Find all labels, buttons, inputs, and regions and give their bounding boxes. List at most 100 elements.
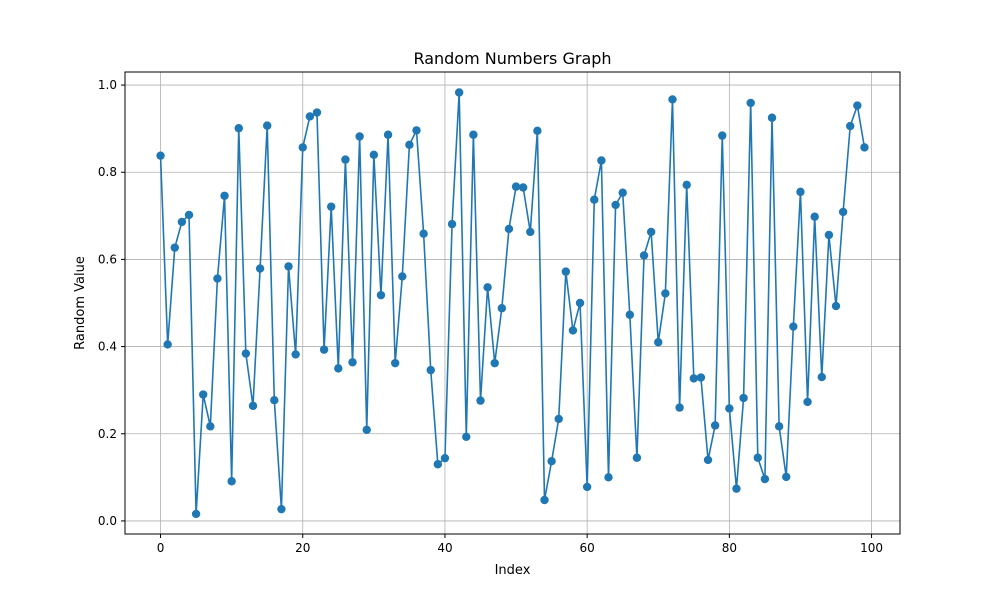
data-point bbox=[405, 140, 414, 149]
data-point bbox=[782, 472, 791, 482]
data-point bbox=[220, 191, 229, 200]
data-point bbox=[590, 195, 599, 204]
y-tick-label: 0.4 bbox=[98, 340, 117, 354]
data-point bbox=[518, 183, 528, 192]
data-point bbox=[668, 95, 677, 104]
data-point bbox=[248, 401, 258, 411]
x-tick-label: 80 bbox=[722, 541, 737, 555]
data-point bbox=[568, 326, 578, 335]
x-tick-label: 20 bbox=[295, 541, 310, 555]
data-point bbox=[746, 98, 755, 108]
data-point bbox=[654, 338, 663, 347]
data-point bbox=[661, 289, 670, 298]
data-point bbox=[319, 345, 329, 354]
data-point bbox=[689, 374, 699, 383]
data-point bbox=[412, 126, 421, 135]
y-axis-label: Random Value bbox=[73, 256, 88, 350]
data-point bbox=[255, 264, 265, 273]
data-point bbox=[604, 473, 613, 482]
data-point bbox=[469, 130, 478, 139]
data-point bbox=[490, 358, 499, 368]
data-point bbox=[632, 453, 642, 462]
data-point bbox=[639, 251, 649, 260]
series-polyline bbox=[159, 91, 866, 515]
data-point bbox=[618, 188, 627, 197]
data-point bbox=[298, 143, 307, 152]
data-point bbox=[597, 156, 606, 165]
data-point bbox=[533, 126, 542, 136]
data-point bbox=[675, 403, 684, 412]
x-tick-label: 40 bbox=[437, 541, 452, 555]
data-point bbox=[824, 230, 834, 240]
data-point bbox=[199, 390, 208, 399]
data-point bbox=[355, 132, 364, 141]
data-point bbox=[810, 212, 819, 221]
data-point bbox=[312, 108, 322, 117]
series-markers bbox=[156, 88, 869, 519]
data-point bbox=[284, 262, 293, 271]
data-point bbox=[291, 350, 300, 359]
data-point bbox=[554, 414, 563, 424]
data-point bbox=[213, 274, 222, 283]
data-point bbox=[433, 460, 443, 469]
data-point bbox=[753, 453, 762, 462]
data-point bbox=[582, 482, 592, 492]
y-tick-label: 1.0 bbox=[98, 78, 117, 92]
data-point bbox=[739, 393, 748, 403]
data-point bbox=[853, 101, 862, 110]
data-point bbox=[156, 151, 165, 160]
data-point bbox=[270, 395, 279, 405]
series-line bbox=[159, 91, 866, 515]
data-point bbox=[838, 207, 848, 217]
data-point bbox=[398, 272, 407, 281]
y-tick-label: 0.6 bbox=[98, 252, 117, 266]
data-point bbox=[390, 358, 400, 368]
data-point bbox=[177, 217, 187, 227]
data-point bbox=[263, 121, 272, 130]
x-tick-label: 0 bbox=[157, 541, 165, 555]
x-axis-label: Index bbox=[495, 563, 531, 578]
chart-title: Random Numbers Graph bbox=[413, 49, 611, 68]
data-point bbox=[796, 187, 805, 197]
x-tick-label: 60 bbox=[580, 541, 595, 555]
data-point bbox=[241, 349, 251, 358]
data-point bbox=[803, 397, 812, 407]
y-axis-ticks: 0.0 0.2 0.4 0.6 0.8 1.0 bbox=[98, 78, 125, 528]
grid bbox=[125, 72, 900, 534]
data-point bbox=[817, 372, 826, 382]
data-point bbox=[191, 509, 201, 519]
x-tick-label: 100 bbox=[860, 541, 883, 555]
data-point bbox=[625, 310, 635, 319]
data-point bbox=[646, 227, 656, 237]
data-point bbox=[227, 477, 236, 486]
data-point bbox=[341, 155, 350, 164]
data-point bbox=[305, 112, 315, 121]
plot-area-frame bbox=[124, 71, 901, 535]
data-point bbox=[440, 453, 450, 463]
data-point bbox=[725, 404, 734, 413]
data-point bbox=[462, 432, 471, 442]
data-point bbox=[454, 88, 464, 97]
data-point bbox=[710, 421, 720, 430]
data-point bbox=[511, 182, 521, 191]
data-point bbox=[611, 200, 620, 210]
data-point bbox=[383, 130, 393, 139]
data-point bbox=[334, 364, 343, 373]
data-point bbox=[774, 422, 784, 431]
x-axis-ticks: 0 20 40 60 80 100 bbox=[157, 534, 883, 555]
data-point bbox=[234, 124, 243, 133]
data-point bbox=[483, 283, 492, 292]
data-point bbox=[476, 396, 485, 405]
data-point bbox=[860, 143, 869, 152]
data-point bbox=[326, 202, 336, 211]
data-point bbox=[703, 455, 713, 465]
data-point bbox=[277, 504, 286, 514]
data-point bbox=[206, 422, 215, 431]
y-tick-label: 0.8 bbox=[98, 165, 117, 179]
data-point bbox=[170, 243, 179, 252]
data-point bbox=[163, 340, 172, 349]
data-point bbox=[419, 229, 428, 238]
data-point bbox=[184, 210, 194, 220]
